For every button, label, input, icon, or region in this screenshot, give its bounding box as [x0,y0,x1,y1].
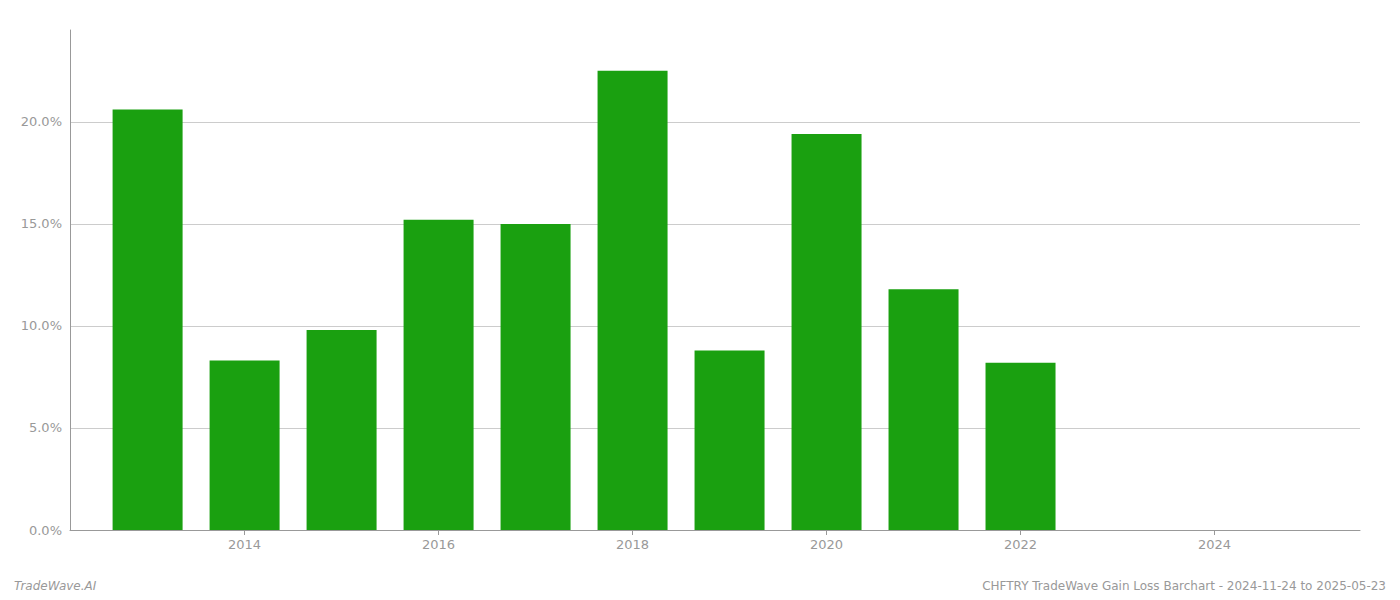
svg-text:2016: 2016 [422,537,455,552]
svg-text:2024: 2024 [1198,537,1231,552]
svg-text:2020: 2020 [810,537,843,552]
svg-text:2022: 2022 [1004,537,1037,552]
svg-text:10.0%: 10.0% [21,318,62,333]
svg-text:2014: 2014 [228,537,261,552]
svg-text:15.0%: 15.0% [21,216,62,231]
svg-text:0.0%: 0.0% [29,523,62,538]
svg-text:CHFTRY TradeWave Gain Loss Bar: CHFTRY TradeWave Gain Loss Barchart - 20… [982,579,1386,593]
svg-text:2018: 2018 [616,537,649,552]
svg-text:5.0%: 5.0% [29,420,62,435]
svg-text:TradeWave.AI: TradeWave.AI [14,579,97,593]
svg-text:20.0%: 20.0% [21,114,62,129]
